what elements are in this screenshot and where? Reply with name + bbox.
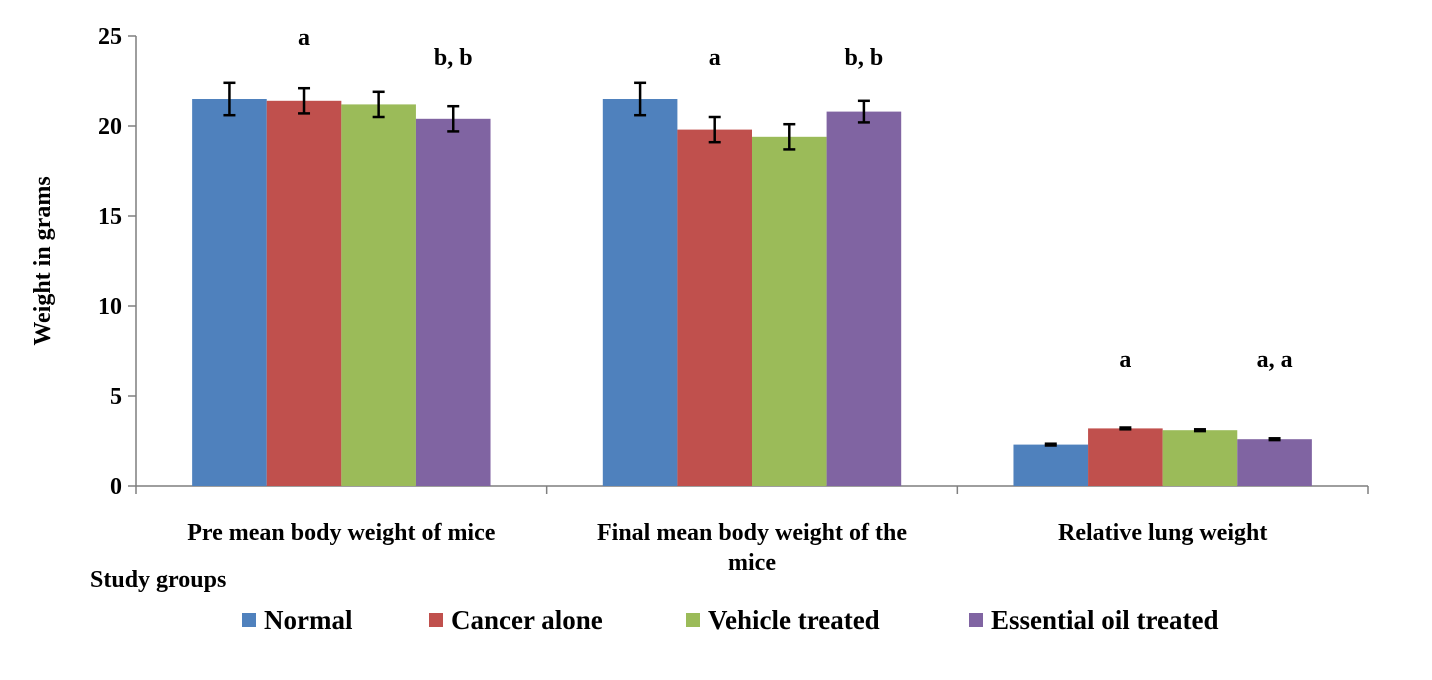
y-tick-label: 0 [110, 474, 122, 500]
bar [1013, 444, 1089, 486]
y-tick-label: 5 [110, 384, 122, 410]
significance-label: a, a [1257, 347, 1293, 373]
significance-label: a [298, 25, 310, 51]
legend-swatch [242, 613, 256, 627]
bar [602, 99, 678, 486]
legend-swatch [429, 613, 443, 627]
bar [192, 99, 267, 486]
bar [1237, 439, 1312, 486]
x-category-label: Final mean body weight of the [597, 520, 907, 546]
significance-label: b, b [845, 45, 884, 71]
bar [415, 118, 491, 487]
y-tick-label: 10 [98, 294, 122, 320]
legend: Normal Cancer alone Vehicle treated Essenti… [242, 605, 1218, 635]
y-tick-label: 20 [98, 114, 122, 140]
bar [1088, 428, 1163, 486]
y-tick-label: 25 [98, 24, 122, 50]
bar [752, 136, 827, 487]
x-axis-label: Study groups [90, 567, 226, 593]
y-axis-label: Weight in grams [30, 176, 56, 345]
bar [677, 129, 752, 486]
bar [1162, 430, 1238, 486]
legend-item: Vehicle treated [686, 605, 880, 635]
x-category-label: Relative lung weight [1058, 520, 1267, 546]
error-bars [223, 81, 1281, 447]
bar [341, 104, 416, 487]
x-axis: Pre mean body weight of mice Final mean b… [135, 485, 1369, 576]
bar [826, 111, 902, 486]
legend-item: Essential oil treated [969, 605, 1218, 635]
y-tick-label: 15 [98, 204, 122, 230]
bars [192, 99, 1312, 487]
x-category-label: Pre mean body weight of mice [187, 520, 496, 546]
significance-label: b, b [434, 45, 473, 71]
significance-label: a [709, 45, 721, 71]
legend-label: Cancer alone [451, 605, 603, 635]
y-axis: 0 5 10 15 20 25 [98, 24, 137, 500]
legend-swatch [686, 613, 700, 627]
legend-label: Normal [264, 605, 353, 635]
legend-item: Cancer alone [429, 605, 603, 635]
significance-annotations: a b, b a b, b a a, a [298, 25, 1293, 373]
legend-swatch [969, 613, 983, 627]
bar [266, 100, 342, 487]
legend-item: Normal [242, 605, 353, 635]
legend-label: Vehicle treated [708, 605, 880, 635]
x-category-label: mice [728, 550, 776, 576]
significance-label: a [1119, 347, 1131, 373]
legend-label: Essential oil treated [991, 605, 1218, 635]
